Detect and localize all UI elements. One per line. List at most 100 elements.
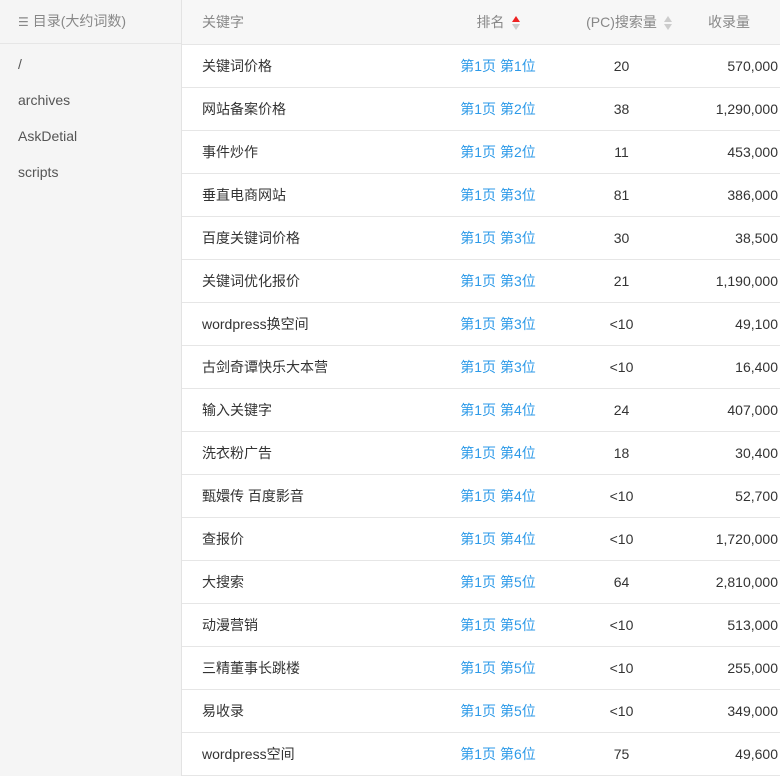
rank-link[interactable]: 第1页 第3位 bbox=[460, 273, 536, 289]
indexed-count-cell: 1,290,000 bbox=[715, 101, 778, 117]
indexed-count-cell: 1,190,000 bbox=[715, 273, 778, 289]
table-row: 古剑奇谭快乐大本营 第1页 第3位 <10 16,400 bbox=[182, 346, 780, 389]
keyword-cell: 易收录 bbox=[202, 703, 244, 719]
search-volume-cell: 11 bbox=[614, 144, 629, 160]
indexed-count-cell: 38,500 bbox=[735, 230, 778, 246]
search-volume-cell: 18 bbox=[613, 445, 630, 461]
indexed-count-cell: 52,700 bbox=[735, 488, 778, 504]
sort-icon[interactable] bbox=[511, 16, 520, 31]
rank-link[interactable]: 第1页 第4位 bbox=[460, 488, 536, 504]
indexed-count-cell: 407,000 bbox=[727, 402, 778, 418]
rank-link[interactable]: 第1页 第2位 bbox=[460, 144, 536, 160]
sidebar-header: ☰ 目录(大约词数) bbox=[0, 0, 181, 44]
search-volume-cell: 81 bbox=[613, 187, 630, 203]
indexed-count-cell: 513,000 bbox=[727, 617, 778, 633]
header-search[interactable]: (PC)搜索量 bbox=[554, 12, 679, 32]
keyword-cell: 古剑奇谭快乐大本营 bbox=[202, 359, 328, 375]
search-volume-cell: 30 bbox=[613, 230, 630, 246]
indexed-count-cell: 1,720,000 bbox=[715, 531, 778, 547]
rank-link[interactable]: 第1页 第6位 bbox=[460, 746, 536, 762]
table-header: 关键字 排名 (PC)搜索量 收录量 bbox=[182, 0, 780, 45]
search-volume-cell: <10 bbox=[609, 359, 634, 375]
rank-link[interactable]: 第1页 第4位 bbox=[460, 402, 536, 418]
indexed-count-cell: 2,810,000 bbox=[715, 574, 778, 590]
header-search-label: (PC)搜索量 bbox=[586, 14, 657, 30]
indexed-count-cell: 30,400 bbox=[735, 445, 778, 461]
search-volume-cell: 24 bbox=[613, 402, 630, 418]
rank-link[interactable]: 第1页 第3位 bbox=[460, 359, 536, 375]
table-row: 关键词优化报价 第1页 第3位 21 1,190,000 bbox=[182, 260, 780, 303]
search-volume-cell: <10 bbox=[609, 617, 634, 633]
sort-icon[interactable] bbox=[663, 16, 672, 31]
keyword-cell: 关键词价格 bbox=[202, 58, 272, 74]
table-row: 关键词价格 第1页 第1位 20 570,000 bbox=[182, 45, 780, 88]
search-volume-cell: 38 bbox=[613, 101, 630, 117]
indexed-count-cell: 255,000 bbox=[727, 660, 778, 676]
keyword-cell: 网站备案价格 bbox=[202, 101, 286, 117]
keyword-cell: 三精董事长跳楼 bbox=[202, 660, 300, 676]
indexed-count-cell: 453,000 bbox=[727, 144, 778, 160]
table-row: 大搜索 第1页 第5位 64 2,810,000 bbox=[182, 561, 780, 604]
keyword-cell: 垂直电商网站 bbox=[202, 187, 286, 203]
indexed-count-cell: 349,000 bbox=[727, 703, 778, 719]
sidebar-title: 目录(大约词数) bbox=[32, 13, 127, 29]
indexed-count-cell: 49,100 bbox=[735, 316, 778, 332]
keyword-cell: 查报价 bbox=[202, 531, 244, 547]
sidebar-item-askdetial[interactable]: AskDetial bbox=[18, 128, 78, 144]
sidebar-item-archives[interactable]: archives bbox=[18, 92, 71, 108]
rank-link[interactable]: 第1页 第4位 bbox=[460, 445, 536, 461]
rank-link[interactable]: 第1页 第3位 bbox=[460, 316, 536, 332]
table-row: 网站备案价格 第1页 第2位 38 1,290,000 bbox=[182, 88, 780, 131]
keyword-cell: 百度关键词价格 bbox=[202, 230, 300, 246]
search-volume-cell: 64 bbox=[613, 574, 630, 590]
keyword-cell: wordpress换空间 bbox=[202, 316, 309, 332]
keyword-cell: 大搜索 bbox=[202, 574, 244, 590]
sidebar-item-scripts[interactable]: scripts bbox=[18, 164, 59, 180]
table-row: 动漫营销 第1页 第5位 <10 513,000 bbox=[182, 604, 780, 647]
rank-link[interactable]: 第1页 第5位 bbox=[460, 703, 536, 719]
sidebar-item-root[interactable]: / bbox=[18, 56, 22, 72]
search-volume-cell: <10 bbox=[609, 316, 634, 332]
rank-link[interactable]: 第1页 第2位 bbox=[460, 101, 536, 117]
rank-link[interactable]: 第1页 第3位 bbox=[460, 187, 536, 203]
table-row: 洗衣粉广告 第1页 第4位 18 30,400 bbox=[182, 432, 780, 475]
keyword-cell: 动漫营销 bbox=[202, 617, 258, 633]
keyword-cell: 甄嬛传 百度影音 bbox=[202, 488, 304, 504]
search-volume-cell: <10 bbox=[609, 660, 634, 676]
rank-link[interactable]: 第1页 第5位 bbox=[460, 660, 536, 676]
header-keyword: 关键字 bbox=[202, 14, 244, 30]
keyword-cell: 输入关键字 bbox=[202, 402, 272, 418]
keyword-cell: 关键词优化报价 bbox=[202, 273, 300, 289]
keyword-cell: 事件炒作 bbox=[202, 144, 258, 160]
rank-link[interactable]: 第1页 第1位 bbox=[460, 58, 536, 74]
header-rank[interactable]: 排名 bbox=[382, 12, 554, 32]
table-row: 输入关键字 第1页 第4位 24 407,000 bbox=[182, 389, 780, 432]
indexed-count-cell: 570,000 bbox=[727, 58, 778, 74]
table-row: 三精董事长跳楼 第1页 第5位 <10 255,000 bbox=[182, 647, 780, 690]
search-volume-cell: <10 bbox=[609, 488, 634, 504]
keyword-table: 关键字 排名 (PC)搜索量 收录量 关键词价格 第1页 第1位 20 570,… bbox=[182, 0, 780, 776]
keyword-cell: 洗衣粉广告 bbox=[202, 445, 272, 461]
directory-sidebar: ☰ 目录(大约词数) / archives AskDetial scripts bbox=[0, 0, 182, 776]
search-volume-cell: <10 bbox=[609, 703, 634, 719]
table-row: 甄嬛传 百度影音 第1页 第4位 <10 52,700 bbox=[182, 475, 780, 518]
table-row: wordpress换空间 第1页 第3位 <10 49,100 bbox=[182, 303, 780, 346]
rank-link[interactable]: 第1页 第4位 bbox=[460, 531, 536, 547]
table-row: wordpress空间 第1页 第6位 75 49,600 bbox=[182, 733, 780, 776]
table-row: 垂直电商网站 第1页 第3位 81 386,000 bbox=[182, 174, 780, 217]
indexed-count-cell: 16,400 bbox=[735, 359, 778, 375]
header-rank-label: 排名 bbox=[476, 14, 505, 30]
search-volume-cell: 20 bbox=[613, 58, 630, 74]
indexed-count-cell: 386,000 bbox=[727, 187, 778, 203]
table-row: 百度关键词价格 第1页 第3位 30 38,500 bbox=[182, 217, 780, 260]
rank-link[interactable]: 第1页 第5位 bbox=[460, 617, 536, 633]
table-row: 易收录 第1页 第5位 <10 349,000 bbox=[182, 690, 780, 733]
indexed-count-cell: 49,600 bbox=[735, 746, 778, 762]
header-indexed: 收录量 bbox=[708, 14, 750, 30]
rank-link[interactable]: 第1页 第3位 bbox=[460, 230, 536, 246]
keyword-cell: wordpress空间 bbox=[202, 746, 295, 762]
list-icon: ☰ bbox=[18, 15, 29, 29]
rank-link[interactable]: 第1页 第5位 bbox=[460, 574, 536, 590]
search-volume-cell: 75 bbox=[613, 746, 630, 762]
search-volume-cell: <10 bbox=[609, 531, 634, 547]
